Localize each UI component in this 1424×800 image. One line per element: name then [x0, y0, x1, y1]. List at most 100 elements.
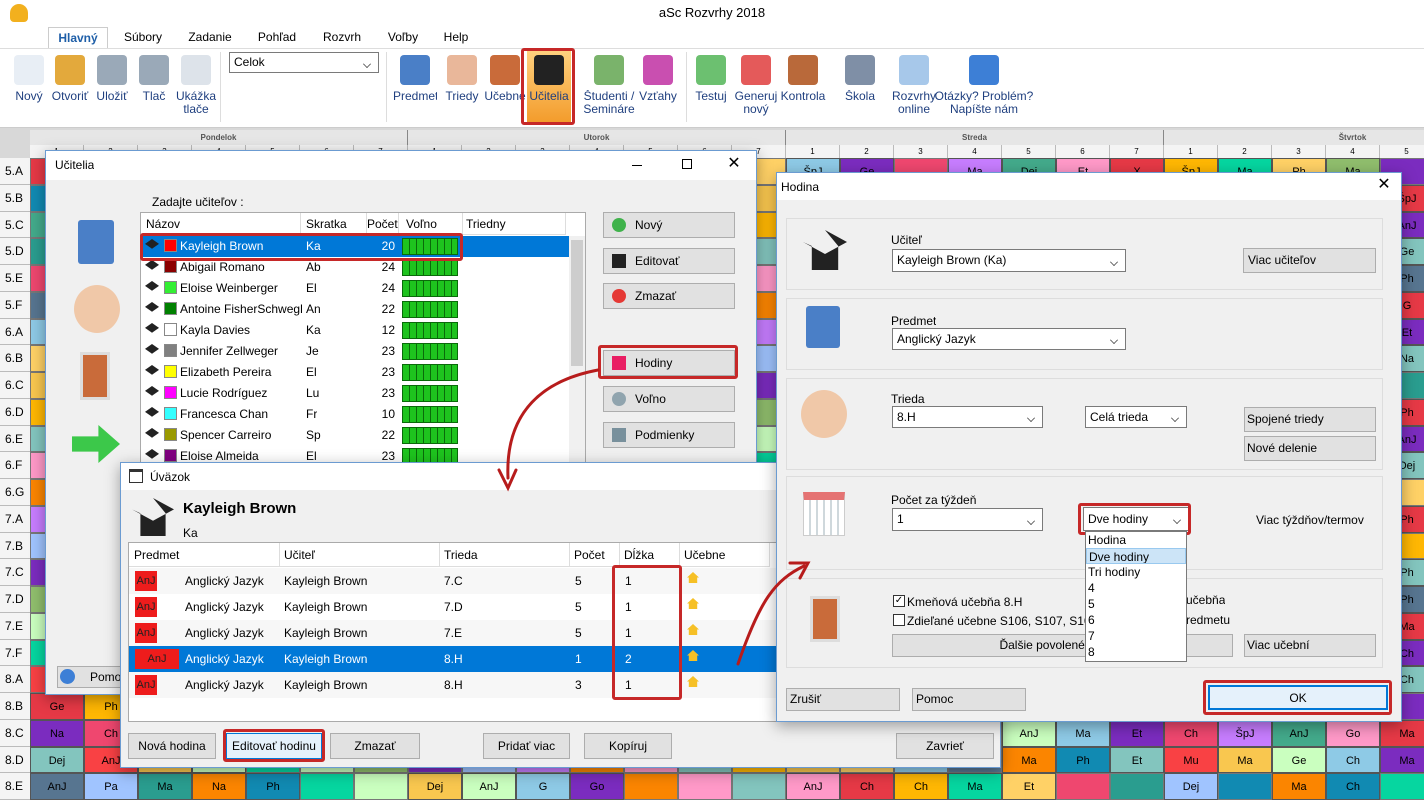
lesson-cell[interactable]: Ph — [1056, 746, 1110, 774]
lesson-cell[interactable]: Ma — [1218, 746, 1272, 774]
lesson-cell[interactable]: Ph — [246, 773, 300, 800]
teacher-name[interactable]: Francesca Chan — [180, 407, 269, 421]
teacher-count[interactable]: 24 — [381, 281, 395, 295]
teacher-abbr[interactable]: Sp — [306, 428, 321, 442]
lesson-cell[interactable]: Mu — [1164, 746, 1218, 774]
lesson-cell[interactable]: Ch — [1326, 746, 1380, 774]
teacher-count[interactable]: 22 — [381, 428, 395, 442]
column-header[interactable]: Počet — [569, 543, 620, 567]
column-header[interactable]: Triedny — [462, 213, 566, 235]
subject-badge[interactable]: AnJ — [135, 571, 157, 591]
teacher-abbr[interactable]: Lu — [306, 386, 320, 400]
dialog-button[interactable]: Kopíruj — [584, 733, 672, 759]
lesson-count[interactable]: 3 — [575, 678, 582, 692]
teacher-count[interactable]: 23 — [381, 449, 395, 463]
teacher-abbr[interactable]: El — [306, 365, 317, 379]
subject-badge[interactable]: AnJ — [135, 623, 157, 643]
class-name[interactable]: 8.H — [444, 678, 463, 692]
teacher-name[interactable]: Kayleigh Brown — [284, 652, 368, 666]
teacher-count[interactable]: 23 — [381, 386, 395, 400]
close-button[interactable]: ✕ — [727, 155, 741, 172]
lesson-cell[interactable]: Dej — [1164, 773, 1218, 800]
dropdown-option[interactable]: 8 — [1088, 645, 1095, 659]
ribbon-button[interactable]: Predmety — [393, 90, 437, 103]
teacher-count[interactable]: 10 — [381, 407, 395, 421]
teacher-abbr[interactable]: An — [306, 302, 321, 316]
subject-name[interactable]: Anglický Jazyk — [185, 626, 264, 640]
lesson-cell[interactable]: Go — [1326, 719, 1380, 747]
class-name[interactable]: 7.E — [444, 626, 463, 640]
teacher-name[interactable]: Kayleigh Brown — [284, 574, 368, 588]
ribbon-button[interactable]: Vzťahy — [639, 90, 677, 103]
ribbon-button[interactable]: Testuj — [695, 90, 727, 103]
lesson-cell[interactable]: Ge — [1272, 746, 1326, 774]
subject-name[interactable]: Anglický Jazyk — [185, 678, 264, 692]
column-header[interactable]: Predmet — [129, 543, 280, 567]
subject-combo[interactable]: Anglický Jazyk — [892, 328, 1126, 350]
dialog-button[interactable]: Spojené triedy — [1244, 407, 1376, 432]
ribbon-button[interactable]: Rozvrhy online — [891, 90, 936, 116]
dropdown-option[interactable]: Dve hodiny — [1086, 548, 1186, 564]
dropdown-option[interactable]: 4 — [1088, 581, 1095, 595]
lesson-cell[interactable]: AnJ — [1272, 719, 1326, 747]
lesson-cell[interactable]: Pa — [84, 773, 138, 800]
column-header[interactable]: Učebne — [679, 543, 770, 567]
minimize-button[interactable] — [632, 165, 642, 166]
dialog-button[interactable]: Zrušiť — [786, 688, 900, 711]
scope-combo[interactable]: Celok — [229, 52, 379, 73]
ribbon-button[interactable]: Kontrola — [780, 90, 826, 103]
ribbon-button[interactable]: Učitelia — [529, 90, 569, 103]
ribbon-button[interactable]: Tlač — [142, 90, 166, 103]
dialog-button[interactable]: Nové delenie — [1244, 436, 1376, 461]
column-header[interactable]: Dĺžka — [619, 543, 680, 567]
teacher-name[interactable]: Elizabeth Pereira — [180, 365, 272, 379]
teacher-name[interactable]: Abigail Romano — [180, 260, 265, 274]
teacher-name[interactable]: Kayleigh Brown — [284, 626, 368, 640]
lesson-cell[interactable]: G — [516, 773, 570, 800]
lesson-cell[interactable]: Ch — [1326, 773, 1380, 800]
lesson-cell[interactable]: ŠpJ — [1218, 719, 1272, 747]
lesson-cell[interactable]: AnJ — [30, 773, 84, 800]
subject-name[interactable]: Anglický Jazyk — [185, 652, 264, 666]
column-header[interactable]: Trieda — [439, 543, 570, 567]
lesson-count[interactable]: 5 — [575, 600, 582, 614]
teacher-count[interactable]: 23 — [381, 344, 395, 358]
teacher-name[interactable]: Eloise Almeida — [180, 449, 259, 463]
teacher-name[interactable]: Eloise Weinberger — [180, 281, 278, 295]
menu-tab[interactable]: Hlavný — [48, 27, 108, 49]
lesson-count[interactable]: 5 — [575, 574, 582, 588]
dialog-button[interactable]: Pomoc — [912, 688, 1026, 711]
dialog-button[interactable]: Nová hodina — [128, 733, 216, 759]
lesson-cell[interactable]: Dej — [408, 773, 462, 800]
dropdown-option[interactable]: 5 — [1088, 597, 1095, 611]
lesson-cell[interactable]: Ch — [894, 773, 948, 800]
menu-tab[interactable]: Súbory — [123, 30, 163, 44]
dialog-button[interactable]: Viac učiteľov — [1243, 248, 1376, 273]
lesson-cell[interactable]: Ma — [948, 773, 1002, 800]
teacher-abbr[interactable]: El — [306, 449, 317, 463]
dialog-button[interactable]: Zmazať — [330, 733, 420, 759]
checkbox[interactable]: ✓ — [893, 595, 905, 607]
teacher-name[interactable]: Kayleigh Brown — [284, 600, 368, 614]
lesson-cell[interactable]: Ge — [30, 693, 84, 720]
menu-tab[interactable]: Help — [443, 30, 469, 44]
lesson-cell[interactable]: AnJ — [1002, 719, 1056, 747]
dialog-button[interactable]: Viac učební — [1244, 634, 1376, 657]
column-header[interactable]: Voľno — [402, 213, 463, 235]
close-button[interactable]: ✕ — [1377, 176, 1391, 193]
teacher-abbr[interactable]: Ab — [306, 260, 321, 274]
class-name[interactable]: 7.C — [444, 574, 463, 588]
lesson-count[interactable]: 5 — [575, 626, 582, 640]
teacher-abbr[interactable]: Je — [306, 344, 319, 358]
checkbox[interactable] — [893, 614, 905, 626]
lesson-cell[interactable]: AnJ — [786, 773, 840, 800]
teacher-name[interactable]: Jennifer Zellweger — [180, 344, 279, 358]
teacher-name[interactable]: Kayleigh Brown — [284, 678, 368, 692]
dropdown-option[interactable]: 7 — [1088, 629, 1095, 643]
teacher-name[interactable]: Antoine FisherSchwegler — [180, 302, 302, 316]
teacher-count[interactable]: 22 — [381, 302, 395, 316]
lesson-cell[interactable]: Ma — [1380, 719, 1424, 747]
teacher-count[interactable]: 12 — [381, 323, 395, 337]
lesson-cell[interactable]: Ma — [1380, 746, 1424, 774]
lesson-cell[interactable]: Ma — [1002, 746, 1056, 774]
